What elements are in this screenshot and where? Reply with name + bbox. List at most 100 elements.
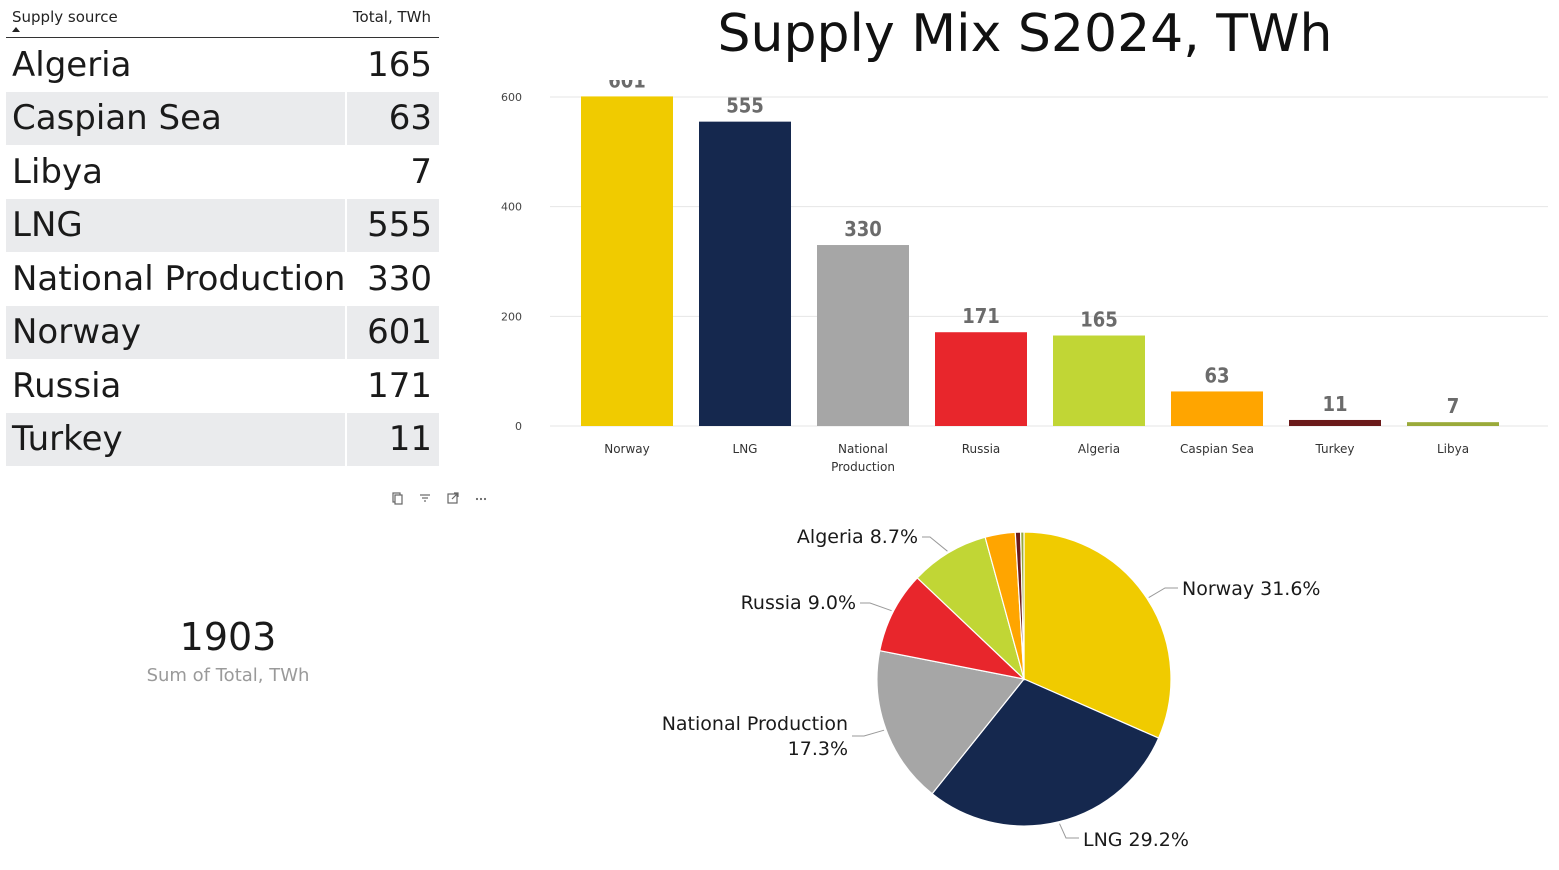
x-tick-label: Turkey xyxy=(1314,442,1354,456)
total-text: 63 xyxy=(388,98,432,139)
pie-data-label: National Production 17.3% xyxy=(662,713,848,760)
supply-source-text: Algeria xyxy=(12,44,132,85)
data-label: 601 xyxy=(608,80,646,92)
column-header-total[interactable]: Total, TWh xyxy=(352,8,431,26)
pie-data-label: Norway 31.6% xyxy=(1182,578,1320,600)
card-value: 1903 xyxy=(179,615,277,659)
cell-supply-source: Algeria xyxy=(6,38,347,92)
leader-line xyxy=(860,602,892,612)
cell-supply-source: National Production xyxy=(6,252,347,306)
x-tick-label: Libya xyxy=(1437,442,1469,456)
bar-lng xyxy=(699,121,791,427)
x-tick-label: Caspian Sea xyxy=(1180,442,1254,456)
cell-total: 171 xyxy=(347,359,439,413)
page-title: Supply Mix S2024, TWh xyxy=(717,4,1333,64)
total-text: 601 xyxy=(367,312,432,353)
cell-total: 165 xyxy=(347,38,439,92)
pie-data-label: Russia 9.0% xyxy=(741,592,856,614)
more-options-icon[interactable] xyxy=(474,491,488,505)
supply-source-text: Norway xyxy=(12,312,141,353)
supply-source-text: Russia xyxy=(12,365,122,406)
table-row[interactable]: Caspian Sea 63 xyxy=(6,91,439,146)
data-label: 63 xyxy=(1204,363,1229,387)
x-tick-label: Norway xyxy=(604,442,650,456)
data-label: 11 xyxy=(1322,392,1347,416)
x-tick-label: Russia xyxy=(962,442,1001,456)
cell-supply-source: Turkey xyxy=(6,413,347,467)
y-tick-label: 400 xyxy=(501,201,522,214)
total-text: 11 xyxy=(388,419,432,460)
table-row[interactable]: Turkey 11 xyxy=(6,412,439,467)
y-tick-label: 0 xyxy=(515,420,522,433)
total-text: 330 xyxy=(367,258,432,299)
data-label: 555 xyxy=(726,94,764,118)
y-tick-label: 600 xyxy=(501,91,522,104)
bar-chart: 0 200 400 600 601 Norway 555 LNG 330 National Prod… xyxy=(501,80,1548,474)
pie-slice-russia xyxy=(879,577,1026,680)
cell-supply-source: Norway xyxy=(6,306,347,360)
data-label: 171 xyxy=(962,304,1000,328)
table-body: Algeria 165 Caspian Sea 63 Libya 7 LNG 555 Natio… xyxy=(6,38,439,466)
total-text: 171 xyxy=(367,365,432,406)
cell-supply-source: Libya xyxy=(6,145,347,199)
copy-icon[interactable] xyxy=(390,491,404,505)
supply-source-text: Turkey xyxy=(12,419,123,460)
filter-icon[interactable] xyxy=(418,491,432,505)
cell-total: 555 xyxy=(347,199,439,253)
supply-source-text: LNG xyxy=(12,205,83,246)
pie-data-label: LNG 29.2% xyxy=(1083,829,1189,851)
total-text: 7 xyxy=(410,151,432,192)
leader-line xyxy=(1148,587,1178,598)
bar-libya xyxy=(1407,422,1499,426)
visual-toolbar xyxy=(390,491,488,505)
table-row[interactable]: Libya 7 xyxy=(6,145,439,199)
cell-supply-source: LNG xyxy=(6,199,347,253)
leader-line xyxy=(1059,823,1079,839)
card-label: Sum of Total, TWh xyxy=(146,665,310,686)
supply-table: Supply source Total, TWh Algeria 165 Caspi… xyxy=(6,0,439,466)
column-header-supply-source[interactable]: Supply source xyxy=(12,8,118,26)
total-text: 165 xyxy=(367,44,432,85)
x-tick-label: LNG xyxy=(733,442,758,456)
bar-caspian-sea xyxy=(1171,391,1263,426)
supply-source-text: National Production xyxy=(12,258,346,299)
x-tick-label: National xyxy=(838,442,888,456)
pie-slice-lng xyxy=(931,678,1160,827)
cell-total: 11 xyxy=(347,413,439,467)
cell-supply-source: Russia xyxy=(6,359,347,413)
pie-slice-national-production xyxy=(876,649,1026,795)
table-row[interactable]: Algeria 165 xyxy=(6,38,439,92)
pie-slice-norway xyxy=(1023,531,1172,739)
bar-norway xyxy=(581,96,673,426)
table-row[interactable]: Russia 171 xyxy=(6,359,439,413)
x-tick-label: Production xyxy=(831,460,895,474)
focus-mode-icon[interactable] xyxy=(446,491,460,505)
cell-total: 7 xyxy=(347,145,439,199)
data-label: 7 xyxy=(1447,394,1460,418)
leader-line xyxy=(852,729,885,737)
data-label: 330 xyxy=(844,217,882,241)
x-tick-label: Algeria xyxy=(1078,442,1120,456)
supply-source-text: Caspian Sea xyxy=(12,98,222,139)
pie-chart: Norway 31.6% LNG 29.2% National Production… xyxy=(662,526,1321,851)
table-row[interactable]: Norway 601 xyxy=(6,305,439,360)
table-header-row: Supply source Total, TWh xyxy=(6,0,439,38)
y-tick-label: 200 xyxy=(501,310,522,323)
leader-line xyxy=(922,536,948,552)
total-card: 1903 Sum of Total, TWh xyxy=(80,615,376,686)
cell-total: 63 xyxy=(347,92,439,146)
bar-turkey xyxy=(1289,419,1381,426)
pie-slice-libya xyxy=(1019,531,1025,680)
data-label: 165 xyxy=(1080,308,1118,332)
cell-total: 601 xyxy=(347,306,439,360)
table-row[interactable]: LNG 555 xyxy=(6,198,439,253)
table-row[interactable]: National Production 330 xyxy=(6,252,439,306)
bar-algeria xyxy=(1053,335,1145,426)
bar-national-production xyxy=(817,245,909,426)
sort-ascending-icon xyxy=(12,27,20,32)
cell-total: 330 xyxy=(347,252,439,306)
total-text: 555 xyxy=(367,205,432,246)
pie-data-label: Algeria 8.7% xyxy=(797,526,918,548)
cell-supply-source: Caspian Sea xyxy=(6,92,347,146)
supply-source-text: Libya xyxy=(12,151,103,192)
